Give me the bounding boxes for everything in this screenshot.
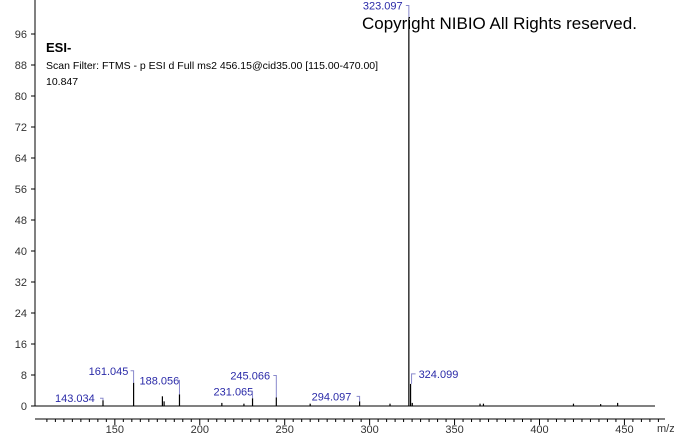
peak-label: 294.097 [312,391,352,403]
x-tick-label: 350 [445,424,463,434]
y-tick-label: 40 [15,246,27,258]
peak-label-leader [273,374,277,398]
peak-label-leader [249,390,254,399]
y-tick-label: 96 [15,29,27,41]
x-tick-label: 450 [615,424,633,434]
y-tick-label: 32 [15,277,27,289]
y-tick-label: 88 [15,60,27,72]
x-tick-label: 250 [276,424,294,434]
x-tick-label: 200 [191,424,209,434]
x-tick-label: 300 [360,424,378,434]
copyright-text: Copyright NIBIO All Rights reserved. [362,14,637,33]
peak-label: 231.065 [214,386,254,398]
peak-label-leader [411,373,416,384]
scan-filter-text: Scan Filter: FTMS - p ESI d Full ms2 456… [46,60,379,72]
y-tick-label: 72 [15,122,27,134]
peak-label-leader [405,5,410,19]
y-tick-label: 80 [15,91,27,103]
peak-label: 324.099 [419,369,459,381]
peak-label-leader [100,397,104,401]
x-axis-label: m/z [657,423,674,434]
y-tick-label: 64 [15,153,27,165]
y-tick-label: 8 [21,370,27,382]
peak-label: 161.045 [89,366,129,378]
y-tick-label: 48 [15,215,27,227]
peak-label-leader [130,370,135,383]
x-tick-label: 150 [106,424,124,434]
peak-label: 245.066 [230,370,270,382]
peak-label: 188.056 [139,375,179,387]
retention-time: 10.847 [46,76,79,88]
peak-label: 323.097 [363,1,403,13]
y-tick-label: 24 [15,308,27,320]
peak-label-leader [356,395,361,402]
y-tick-label: 56 [15,184,27,196]
y-tick-label: 16 [15,339,27,351]
peak-label-leader [176,379,180,395]
peak-label: 143.034 [55,393,95,405]
y-tick-label: 0 [21,401,27,413]
ionization-label: ESI- [46,40,72,55]
x-tick-label: 400 [530,424,548,434]
